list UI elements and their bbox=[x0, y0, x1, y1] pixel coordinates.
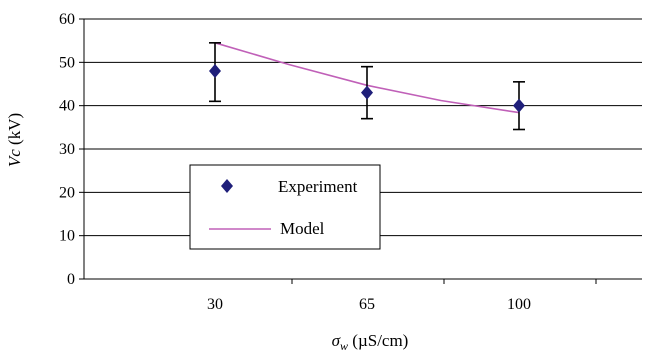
x-axis-unit: (µS/cm) bbox=[348, 331, 408, 350]
gridlines bbox=[84, 18, 642, 237]
x-tick-label-65: 65 bbox=[359, 296, 375, 313]
y-axis-title: Vc (kV) bbox=[5, 113, 24, 167]
y-axis-unit: (kV) bbox=[5, 113, 24, 149]
legend-model-label: Model bbox=[280, 219, 325, 238]
y-tick-label-40: 40 bbox=[59, 98, 75, 115]
series-experiment bbox=[209, 42, 525, 131]
legend-experiment-label: Experiment bbox=[278, 177, 358, 196]
y-tick-label-10: 10 bbox=[59, 228, 75, 245]
experiment-point-30 bbox=[209, 64, 221, 78]
x-axis-title: σw (µS/cm) bbox=[332, 331, 409, 353]
x-tick-labels: 30 65 100 bbox=[207, 296, 531, 313]
axes bbox=[79, 18, 642, 284]
x-tick-label-30: 30 bbox=[207, 296, 223, 313]
x-tick-label-100: 100 bbox=[507, 296, 531, 313]
x-axis-subscript: w bbox=[340, 339, 348, 353]
legend: Experiment Model bbox=[189, 164, 381, 250]
y-tick-label-60: 60 bbox=[59, 11, 75, 28]
experiment-point-100 bbox=[513, 98, 525, 113]
y-tick-label-20: 20 bbox=[59, 184, 75, 201]
y-axis-symbol: Vc bbox=[5, 149, 24, 167]
experiment-point-65 bbox=[361, 85, 373, 100]
y-tick-label-30: 30 bbox=[59, 141, 75, 158]
y-tick-labels: 0 10 20 30 40 50 60 bbox=[59, 11, 75, 288]
y-tick-label-50: 50 bbox=[59, 54, 75, 71]
x-axis-symbol: σ bbox=[332, 331, 341, 350]
legend-box bbox=[189, 164, 381, 250]
y-tick-label-0: 0 bbox=[67, 271, 75, 288]
legend-experiment-marker bbox=[221, 179, 233, 193]
